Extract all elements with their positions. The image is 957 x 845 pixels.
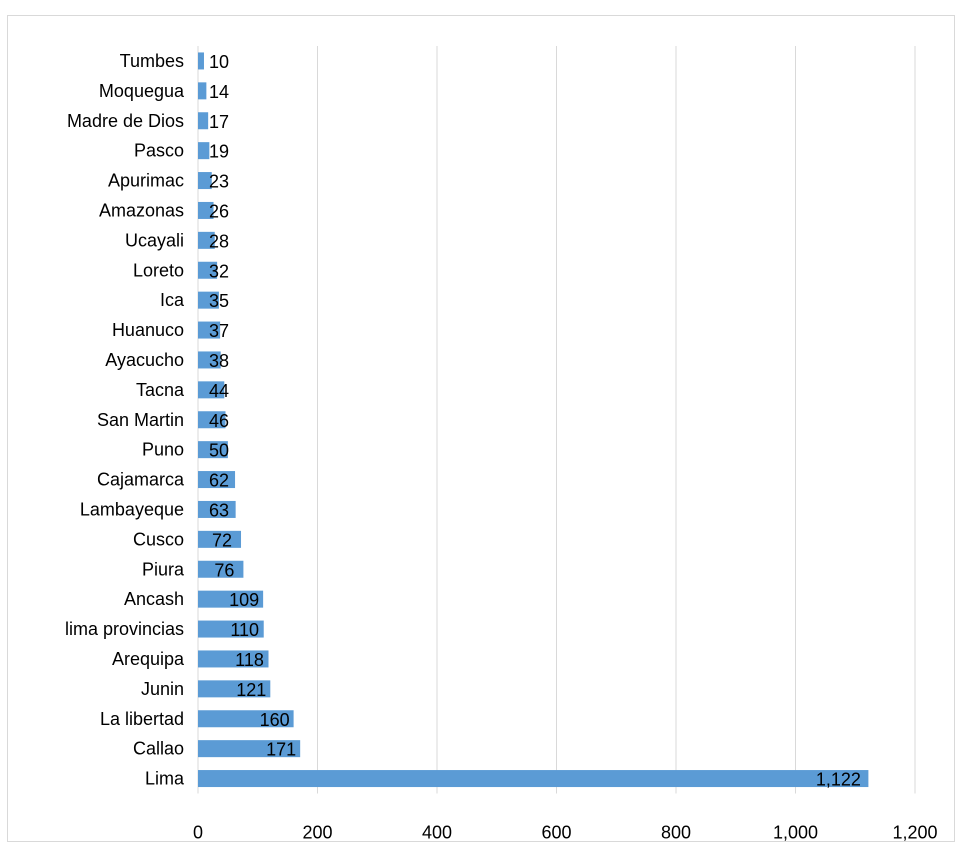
bars xyxy=(198,52,869,788)
x-tick-label: 1,000 xyxy=(773,823,818,842)
bar xyxy=(198,560,244,578)
bar xyxy=(198,261,218,279)
bar-chart: Lima Callao La libertad Junin Arequipa lima p… xyxy=(65,46,938,842)
data-label: 63 xyxy=(209,500,229,520)
data-label: 37 xyxy=(209,321,229,341)
bar xyxy=(198,620,264,638)
data-label: 171 xyxy=(266,740,296,760)
data-label: 118 xyxy=(235,650,264,670)
data-label: 38 xyxy=(209,351,229,371)
data-label: 109 xyxy=(229,590,259,610)
data-label: 28 xyxy=(209,231,229,251)
bar xyxy=(198,351,221,369)
category-label: Moquegua xyxy=(99,81,185,101)
category-label: Callao xyxy=(133,739,184,759)
data-label: 160 xyxy=(260,710,290,730)
bar xyxy=(198,500,236,518)
data-label: 10 xyxy=(209,52,229,72)
category-label: San Martin xyxy=(97,410,184,430)
category-label: Ucayali xyxy=(125,230,184,250)
x-tick-label: 200 xyxy=(302,823,332,842)
category-label: Lambayeque xyxy=(80,499,184,519)
bar xyxy=(198,231,215,249)
data-label: 19 xyxy=(209,142,229,162)
bar xyxy=(198,381,225,399)
bar xyxy=(198,590,264,608)
x-tick-label: 400 xyxy=(422,823,452,842)
bar xyxy=(198,291,219,309)
category-label: Lima xyxy=(145,769,185,789)
x-tick-label: 800 xyxy=(661,823,691,842)
data-label: 72 xyxy=(212,530,232,550)
category-label: Cajamarca xyxy=(97,470,185,490)
bar xyxy=(198,411,226,429)
data-label: 76 xyxy=(214,560,234,580)
x-tick-label: 1,200 xyxy=(892,823,937,842)
bar xyxy=(198,770,869,788)
gridlines xyxy=(197,46,916,794)
category-label: Pasco xyxy=(134,141,184,161)
x-tick-label: 600 xyxy=(541,823,571,842)
data-label: 32 xyxy=(209,261,229,281)
category-label: Ancash xyxy=(124,589,184,609)
data-label: 62 xyxy=(209,471,229,491)
chart-frame: Lima Callao La libertad Junin Arequipa lima p… xyxy=(7,15,955,842)
category-label: Amazonas xyxy=(99,200,184,220)
category-label: Tacna xyxy=(136,380,185,400)
bar xyxy=(198,650,269,668)
category-label: La libertad xyxy=(100,709,184,729)
bar xyxy=(198,142,210,160)
category-label: Piura xyxy=(142,559,185,579)
data-label: 46 xyxy=(209,411,229,431)
category-label: Puno xyxy=(142,440,184,460)
category-labels: Lima Callao La libertad Junin Arequipa lima p… xyxy=(65,51,185,789)
bar xyxy=(198,201,214,219)
data-labels: 1,122 171 160 121 118 110 109 76 72 63 62 50 46 44 38 3… xyxy=(209,52,861,790)
bar xyxy=(198,321,221,339)
data-label: 14 xyxy=(209,82,229,102)
category-label: lima provincias xyxy=(65,619,184,639)
data-label: 50 xyxy=(209,441,229,461)
data-label: 23 xyxy=(209,172,229,192)
bar xyxy=(198,112,209,130)
bar xyxy=(198,471,236,489)
category-label: Ica xyxy=(160,290,185,310)
bar xyxy=(198,680,271,698)
x-axis-tick-labels: 0 200 400 600 800 1,000 1,200 xyxy=(193,823,938,842)
bar xyxy=(198,52,204,70)
category-label: Arequipa xyxy=(112,649,185,669)
data-label: 26 xyxy=(209,201,229,221)
category-label: Tumbes xyxy=(120,51,184,71)
category-label: Junin xyxy=(141,679,184,699)
category-label: Huanuco xyxy=(112,320,184,340)
bar xyxy=(198,740,301,758)
x-tick-label: 0 xyxy=(193,823,203,842)
data-label: 44 xyxy=(209,381,229,401)
category-label: Madre de Dios xyxy=(67,111,184,131)
bar xyxy=(198,710,294,728)
data-label: 110 xyxy=(230,620,259,640)
bar xyxy=(198,530,242,548)
data-label: 35 xyxy=(209,291,229,311)
category-label: Loreto xyxy=(133,260,184,280)
bar xyxy=(198,82,207,100)
category-label: Cusco xyxy=(133,529,184,549)
data-label: 1,122 xyxy=(816,770,861,790)
category-label: Ayacucho xyxy=(105,350,184,370)
data-label: 17 xyxy=(209,112,229,132)
bar xyxy=(198,441,228,459)
bar xyxy=(198,172,212,190)
category-label: Apurimac xyxy=(108,171,184,191)
data-label: 121 xyxy=(236,680,266,700)
